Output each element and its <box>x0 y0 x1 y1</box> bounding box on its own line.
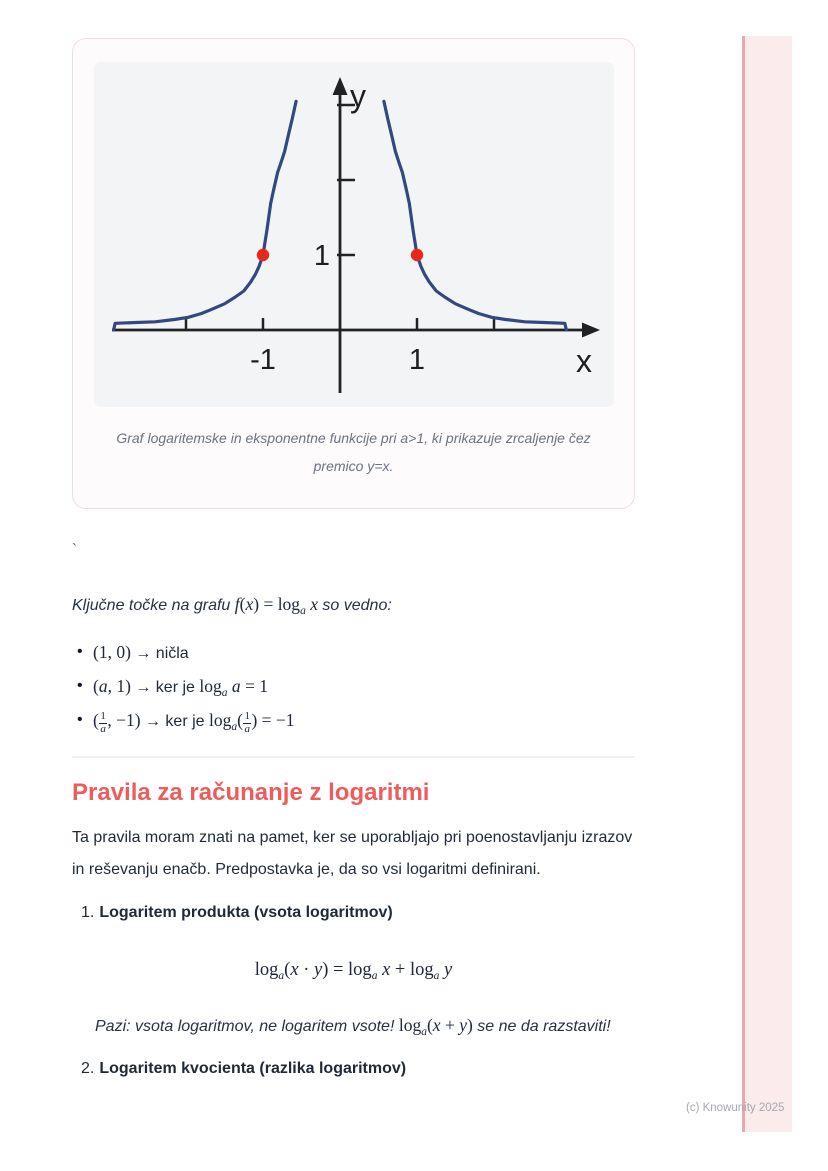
warning-text-pre: Pazi: vsota logaritmov, ne logaritem vso… <box>95 1018 399 1035</box>
warning-text-post: se ne da razstaviti! <box>472 1018 611 1035</box>
rule-number: 1. <box>81 904 95 921</box>
x-axis-label: x <box>576 343 592 379</box>
text-segment: → ker je <box>130 679 200 696</box>
rule-number: 2. <box>81 1060 95 1077</box>
figure-caption: Graf logaritemske in eksponentne funkcij… <box>116 430 591 474</box>
math-expression: loga(1 a) = −1 <box>209 710 295 735</box>
math-expression: f(x) = loga x <box>234 594 318 617</box>
rule-title: Logaritem produkta (vsota logaritmov) <box>99 904 393 921</box>
intro-text-post: so vedno: <box>317 597 392 614</box>
y-tick-label: 1 <box>313 240 329 272</box>
warning-note: Pazi: vsota logaritmov, ne logaritem vso… <box>72 1013 635 1039</box>
text-segment: → ker je <box>140 713 209 730</box>
rule-item-1: 1. Logaritem produkta (vsota logaritmov) <box>72 902 635 924</box>
key-point-item: (a, 1) → ker je loga a = 1 <box>72 675 635 699</box>
document-content: -1 1 1 x y Graf logaritemske in eksponentne … <box>72 0 635 1080</box>
math-expression: (1, 0) <box>93 642 131 662</box>
figure-card: -1 1 1 x y Graf logaritemske in eksponentne … <box>72 38 635 509</box>
section-heading: Pravila za računanje z logaritmi <box>72 779 430 806</box>
key-points-list: (1, 0) → ničla (a, 1) → ker je loga a = 1… <box>72 641 635 735</box>
page-edge-accent-bar <box>742 36 792 1132</box>
math-expression: (a, 1) <box>93 676 131 696</box>
curve-right-branch <box>381 99 568 332</box>
curve-left-branch <box>111 99 298 332</box>
key-point-marker <box>256 248 269 262</box>
rule-item-2: 2. Logaritem kvocienta (razlika logaritmo… <box>72 1058 635 1080</box>
copyright-footer: (c) Knowunity 2025 <box>686 1102 785 1114</box>
key-point-item: (1, 0) → ničla <box>72 641 635 663</box>
rule-title: Logaritem kvocienta (razlika logaritmov) <box>99 1060 407 1077</box>
math-expression: loga a = 1 <box>199 676 268 699</box>
product-rule-formula: loga(x · y) = loga x + loga y <box>254 960 453 982</box>
y-axis-label: y <box>350 78 366 114</box>
x-axis-arrow <box>581 322 600 338</box>
graph-panel: -1 1 1 x y <box>93 62 614 407</box>
log-exp-function-graph: -1 1 1 x y <box>111 77 600 393</box>
intro-text-pre: Ključne točke na grafu <box>72 597 235 614</box>
math-expression: loga(x + y) <box>398 1015 473 1038</box>
text-segment: → ničla <box>130 645 189 662</box>
stray-backtick: ` <box>72 541 77 558</box>
math-expression: (1 a, −1) <box>93 710 141 735</box>
key-point-item: (1a, −1) → ker je loga(1a) = −1 <box>72 709 635 735</box>
x-tick-label: -1 <box>250 344 276 376</box>
section-paragraph: Ta pravila moram znati na pamet, ker se … <box>72 829 633 878</box>
key-point-marker <box>410 248 423 262</box>
key-points-intro: Ključne točke na grafu f(x) = loga x so … <box>72 592 635 618</box>
section-divider <box>72 756 635 758</box>
y-axis-arrow <box>332 77 347 95</box>
x-tick-label: 1 <box>408 344 424 376</box>
